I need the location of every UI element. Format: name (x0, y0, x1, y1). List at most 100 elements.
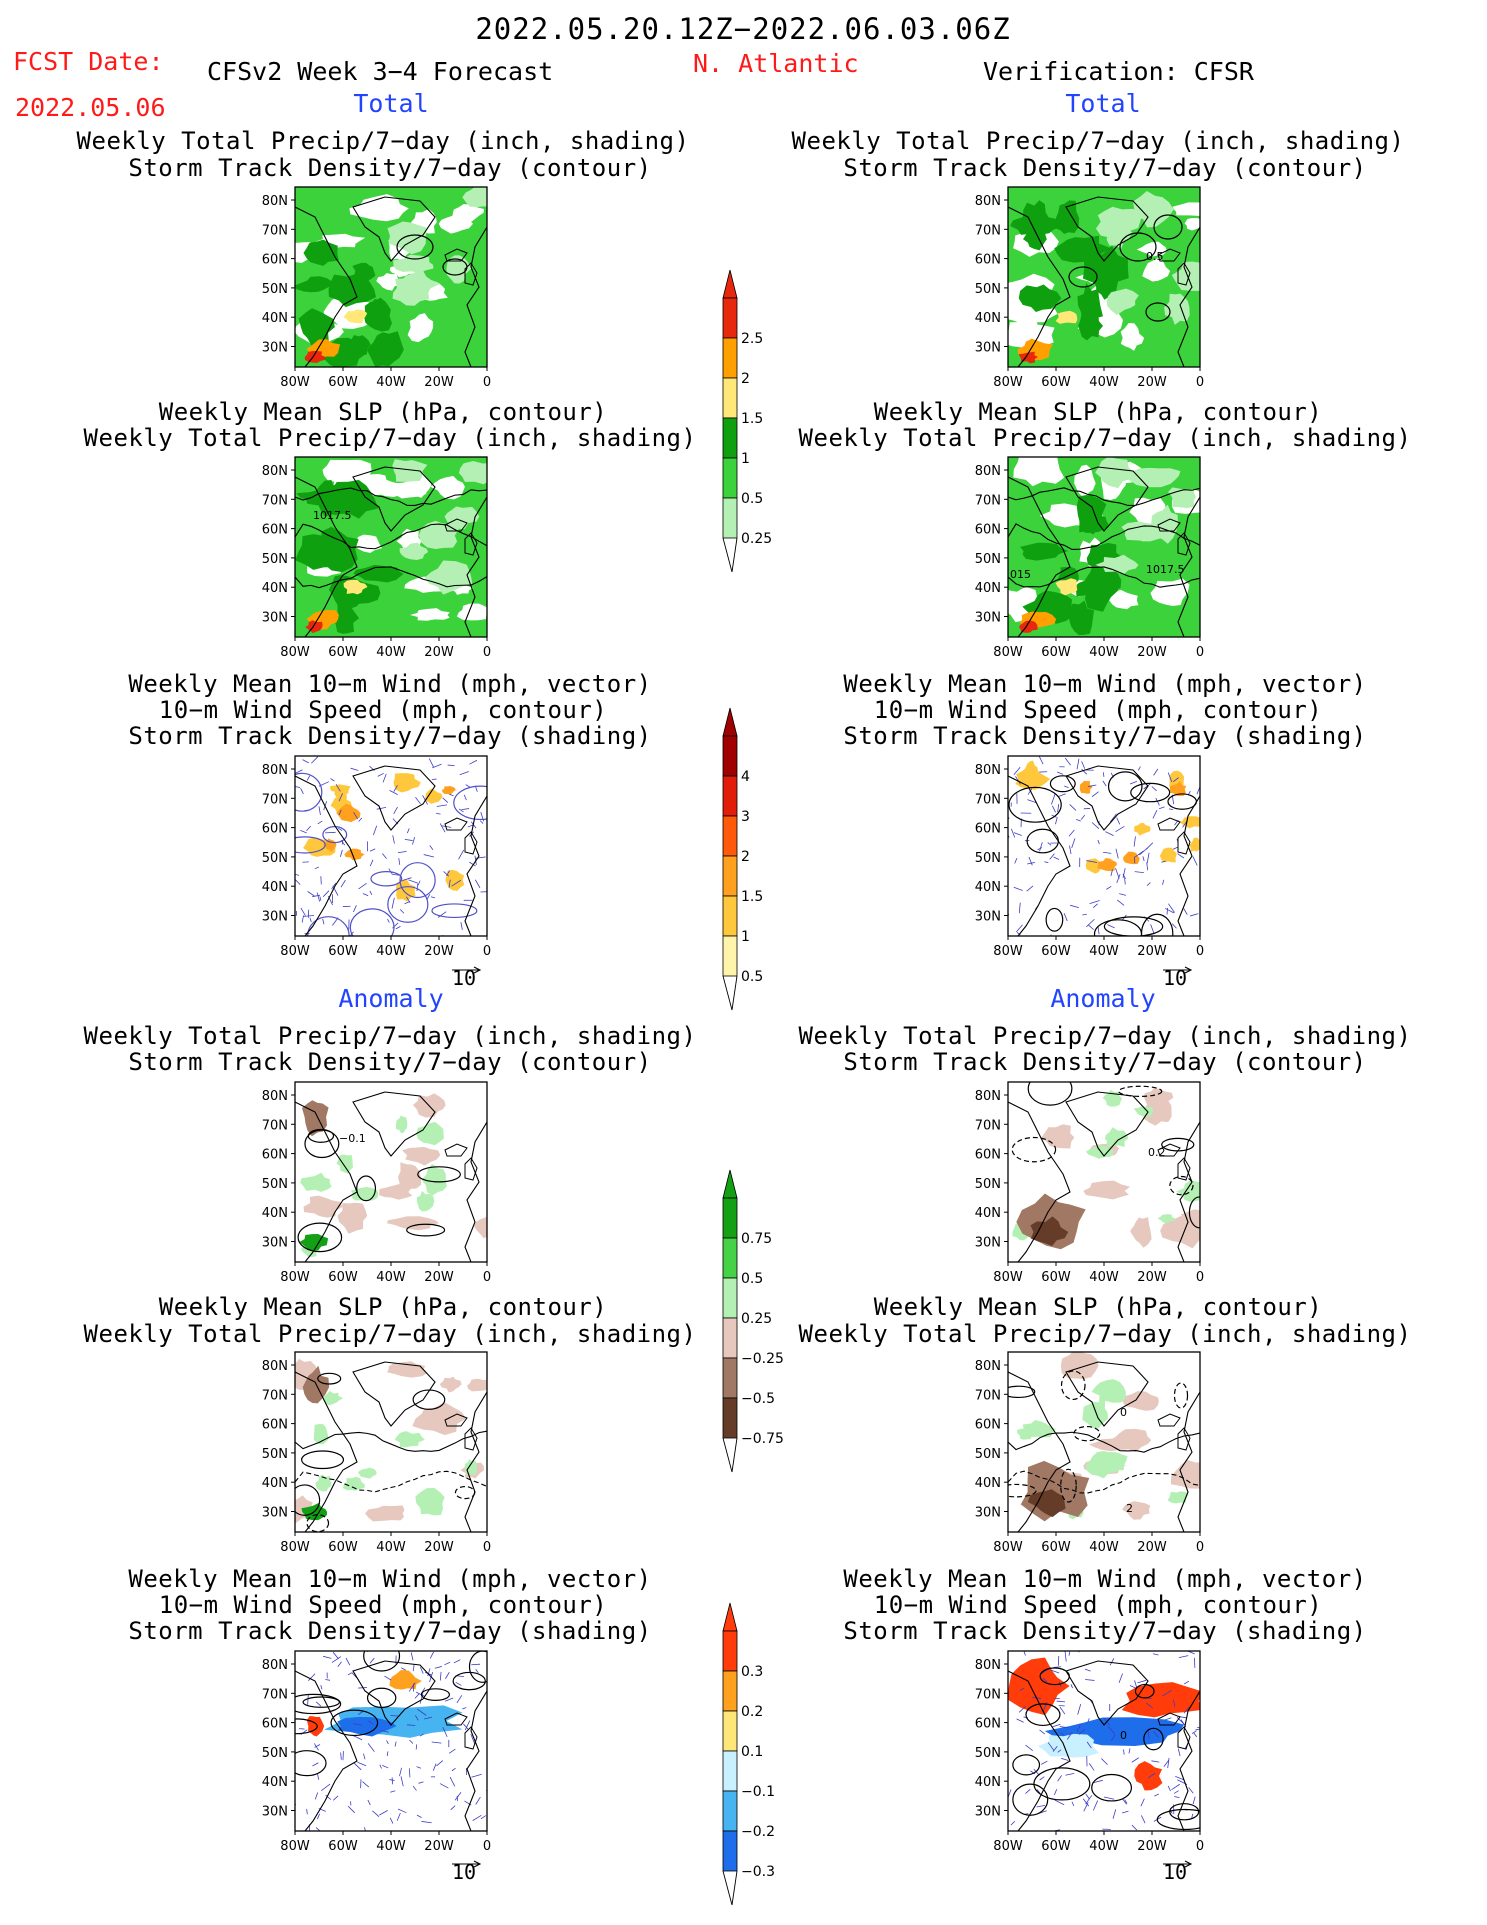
wet-anomaly-area (416, 1190, 435, 1212)
wind-vector (1146, 852, 1150, 864)
precip-area (298, 308, 335, 347)
lon-tick-label: 20W (1137, 1270, 1167, 1285)
wind-vector (1068, 829, 1075, 837)
wind-vector (302, 759, 309, 764)
wind-vector (451, 1767, 456, 1772)
lat-tick-label: 50N (262, 282, 288, 297)
wind-vector (419, 1733, 424, 1737)
colorbar-label: 0.2 (741, 1704, 763, 1720)
north-america-coastline (1008, 775, 1071, 936)
wind-vector (335, 783, 341, 792)
dry-area (1172, 202, 1200, 216)
dry-anomaly-area (1041, 1124, 1075, 1149)
lat-tick-label: 60N (975, 523, 1001, 538)
wind-vector (1057, 1749, 1062, 1753)
wind-vector (451, 879, 462, 887)
lat-tick-label: 70N (262, 1118, 288, 1133)
lat-tick-label: 50N (975, 851, 1001, 866)
panel6-right-title-1: Weekly Mean 10−m Wind (mph, vector) (843, 1565, 1367, 1593)
precip-area (1053, 200, 1080, 235)
dry-anomaly-area (1060, 1352, 1099, 1379)
wind-vector (1124, 877, 1126, 885)
colorbar-segment (722, 1357, 738, 1399)
panel4-left-title-1: Weekly Total Precip/7−day (inch, shading… (83, 1022, 697, 1050)
dry-area (1184, 217, 1200, 231)
lon-tick-label: 40W (1089, 1839, 1119, 1854)
lat-tick-label: 70N (262, 1388, 288, 1403)
wind-vector (368, 1720, 374, 1725)
wind-vector (1183, 1706, 1190, 1714)
contour-line (295, 523, 487, 550)
wind-vector (442, 797, 449, 803)
colorbar-segment (722, 377, 738, 419)
contour-line (1169, 1803, 1200, 1821)
storm-track-area (445, 869, 465, 892)
precip-light-area (1106, 216, 1133, 250)
wind-vector (1146, 1702, 1154, 1709)
wind-vector (458, 849, 465, 860)
wind-vector (386, 1740, 389, 1745)
wind-vector (1055, 817, 1058, 825)
wind-vector (1080, 814, 1086, 820)
wind-vector (1193, 1657, 1196, 1668)
lat-tick-label: 60N (975, 1148, 1001, 1163)
lon-tick-label: 20W (1137, 645, 1167, 660)
lon-tick-label: 80W (993, 375, 1023, 390)
colorbar-bottom-cap (731, 975, 738, 1011)
wind-vector (317, 1773, 320, 1780)
wind-vector (1091, 822, 1100, 830)
dry-area (1150, 578, 1190, 607)
wind-vector (295, 878, 301, 885)
lat-tick-label: 80N (262, 464, 288, 479)
lon-tick-label: 40W (376, 1270, 406, 1285)
wind-vector (450, 1805, 456, 1811)
wind-vector (471, 1663, 481, 1666)
wind-vector (1137, 1679, 1147, 1684)
precip-high-area (343, 309, 368, 324)
wind-vector (1143, 783, 1151, 790)
wind-vector (469, 759, 478, 765)
wind-vector (1028, 856, 1033, 866)
precip-area (353, 564, 404, 583)
iceland-coastline (1157, 518, 1181, 532)
europe-africa-coastline (1177, 1391, 1200, 1532)
lon-tick-label: 40W (1089, 1270, 1119, 1285)
panel6-right-title-3: Storm Track Density/7−day (shading) (843, 1617, 1367, 1645)
wind-vector (1061, 1757, 1069, 1761)
dry-anomaly-area (402, 1146, 441, 1166)
wind-vector (1013, 886, 1023, 891)
dry-area (1142, 257, 1171, 282)
contour-line (387, 886, 429, 923)
precip-light-area (458, 460, 487, 485)
wind-vector (320, 1685, 323, 1690)
precip-light-area (392, 459, 428, 482)
europe-africa-coastline (1177, 1690, 1200, 1831)
lat-tick-label: 60N (975, 1418, 1001, 1433)
dry-area (349, 194, 409, 222)
wind-vector (439, 1783, 449, 1789)
greenland-coastline (352, 196, 436, 262)
wind-vector (382, 773, 387, 783)
ref-vector-label-4: 10 (1163, 1860, 1188, 1884)
contour-line (431, 903, 478, 919)
wind-vector (347, 1805, 355, 1814)
wind-vector (323, 1655, 332, 1659)
dry-anomaly-area (439, 1376, 462, 1393)
dry-anomaly-area (473, 1216, 487, 1239)
wind-vector (331, 1656, 342, 1663)
lat-tick-label: 70N (975, 223, 1001, 238)
contour-line (1169, 1175, 1194, 1196)
section-total-left: Total (353, 89, 429, 118)
lat-tick-label: 80N (262, 1089, 288, 1104)
ref-vector-label-3: 10 (452, 1860, 477, 1884)
greenland-coastline (1065, 1091, 1149, 1157)
wind-vector (1081, 761, 1086, 769)
wind-vector (1183, 1680, 1190, 1685)
wind-vector (1123, 1749, 1125, 1755)
wind-vector (475, 1796, 481, 1805)
precip-high-area (343, 579, 368, 595)
wet-anomaly-area (1104, 1127, 1129, 1148)
dry-anomaly-peak-area (1027, 1489, 1066, 1518)
map-panel-5-right: 0 2 80N 70N 60N 50N 40N 30N 80W 60W 40W 20W 0 (975, 1351, 1204, 1555)
wind-vector (430, 896, 436, 899)
